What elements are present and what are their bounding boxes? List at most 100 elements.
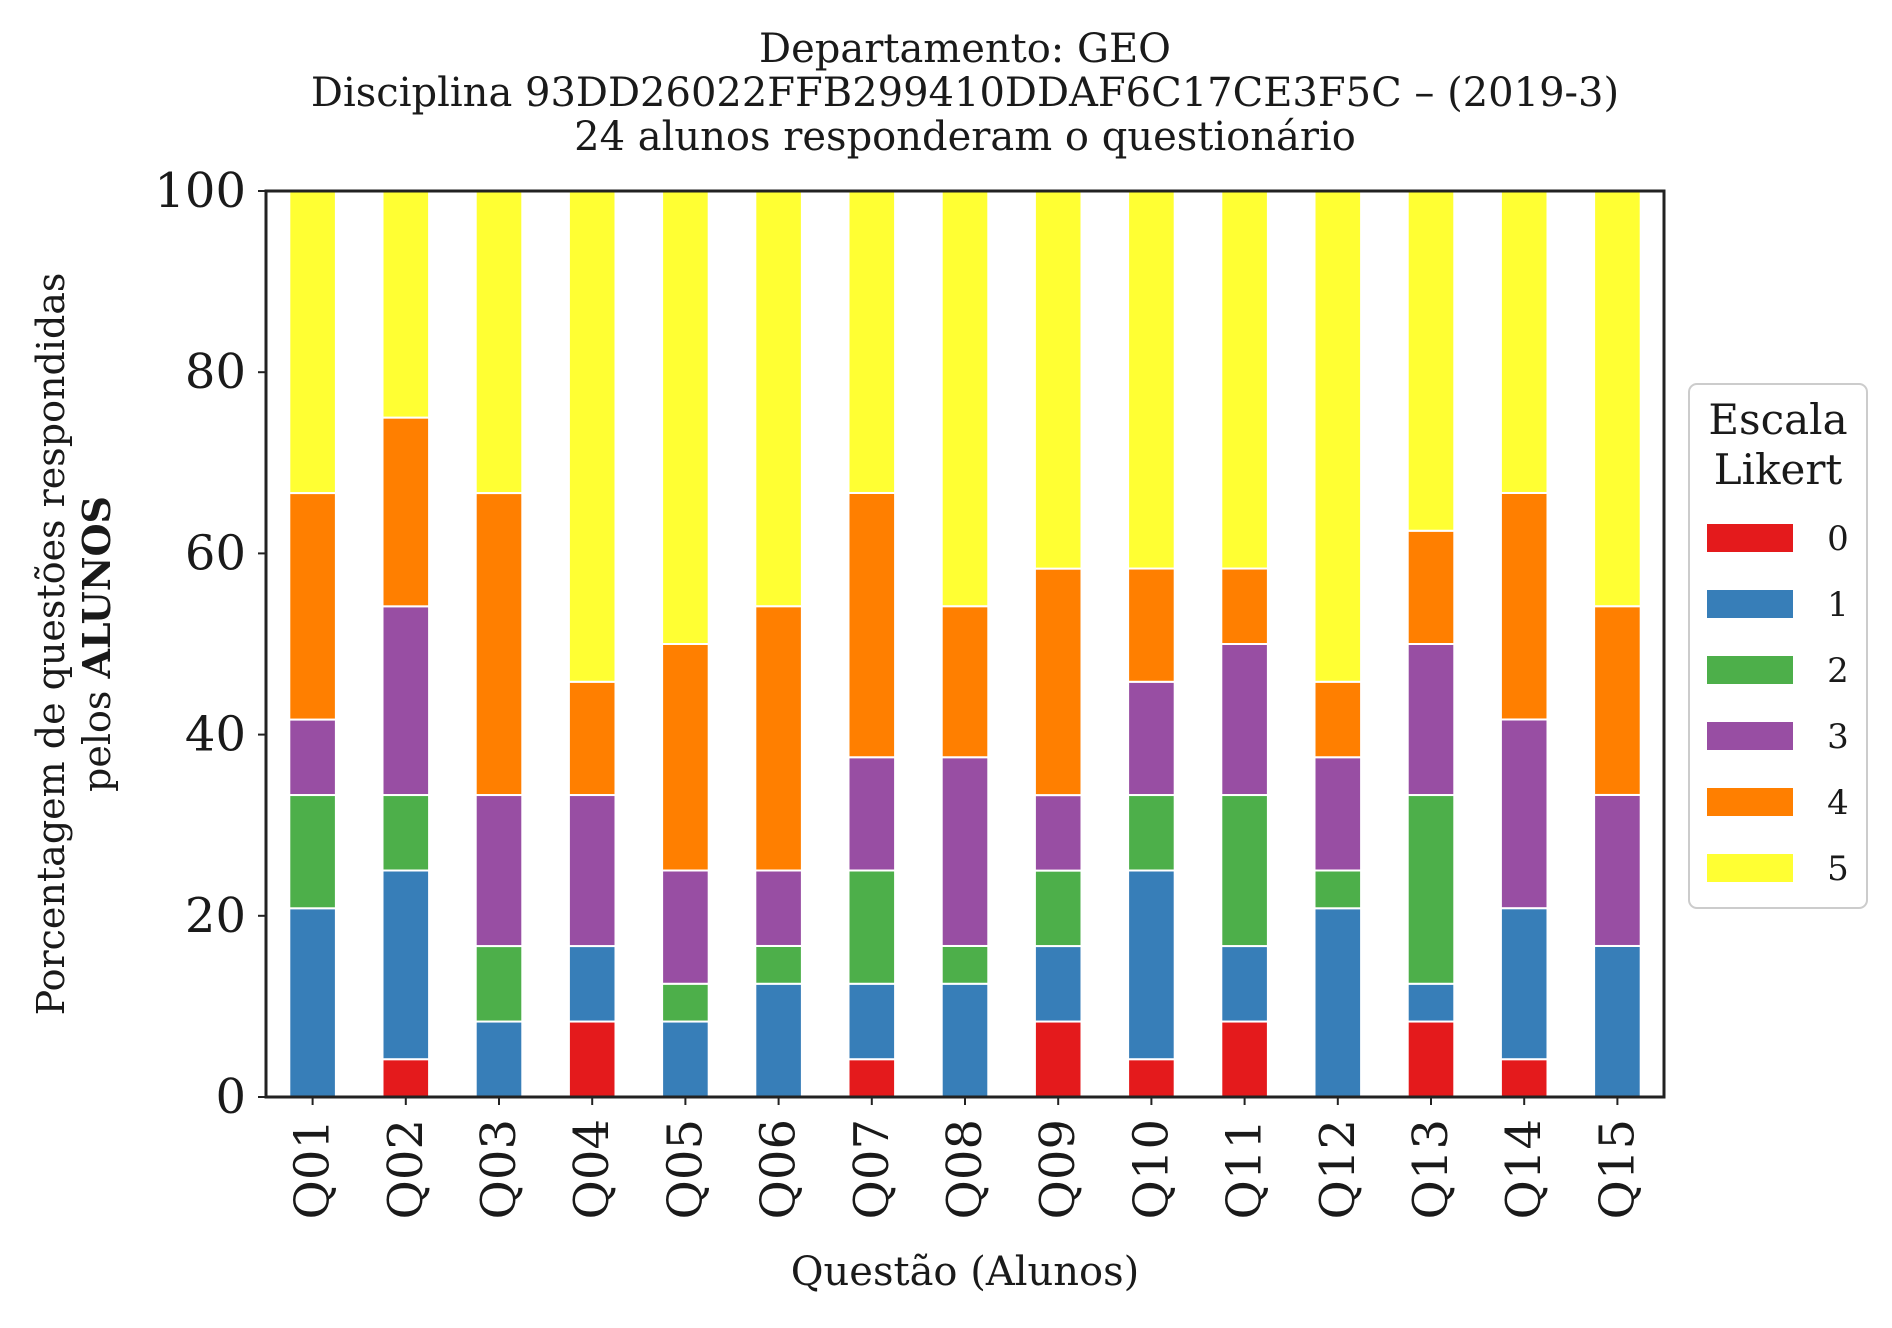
bar-q05-likert-5 [661,190,710,645]
bar-q13-likert-0 [1406,1020,1456,1099]
legend-swatch-1 [1707,590,1793,618]
bar-q04-likert-1 [567,945,617,1023]
bar-q13-likert-2 [1406,794,1456,985]
legend-swatch-3 [1707,722,1793,750]
bar-q01-likert-5 [288,190,337,495]
legend-label-4: 4 [1827,783,1849,823]
bar-q08-likert-5 [940,190,990,608]
bar-q07-likert-2 [847,869,897,985]
bar-q04-likert-3 [567,794,617,948]
bar-q12-likert-5 [1313,190,1363,683]
bar-q14-likert-4 [1499,491,1549,721]
bar-q11-likert-5 [1220,190,1269,570]
legend-label-5: 5 [1827,849,1849,889]
bar-q07-likert-5 [847,190,897,494]
legend-label-1: 1 [1827,585,1849,625]
bar-q02-likert-4 [381,416,431,608]
x-tick-label-q09: Q09 [1030,1119,1086,1219]
bar-q02-likert-0 [381,1058,431,1098]
x-tick-label-q03: Q03 [471,1119,527,1219]
bar-q10-likert-0 [1127,1058,1176,1098]
bar-q11-likert-3 [1220,643,1269,797]
chart-title-line-2: Disciplina 93DD26022FFB299410DDAF6C17CE3… [311,70,1619,116]
x-tick-label-q08: Q08 [937,1119,993,1219]
bar-q07-likert-3 [847,756,897,872]
bar-q10-likert-5 [1127,190,1176,570]
bar-q02-likert-3 [381,605,431,797]
x-tick-label-q04: Q04 [564,1119,620,1219]
legend-label-2: 2 [1827,651,1849,691]
bar-q06-likert-2 [754,944,803,985]
legend-label-0: 0 [1827,519,1849,559]
bar-q12-likert-3 [1313,756,1363,872]
y-tick-label: 20 [185,888,246,944]
x-tick-label-q14: Q14 [1496,1119,1552,1219]
bar-q11-likert-0 [1220,1020,1269,1099]
bar-q10-likert-3 [1127,680,1176,797]
bar-q03-likert-4 [474,492,524,797]
bar-q14-likert-5 [1499,190,1549,494]
x-tick-label-q05: Q05 [657,1119,713,1219]
bars [288,190,1642,1099]
bar-q04-likert-0 [567,1020,617,1099]
legend-frame [1688,383,1868,909]
legend-label-3: 3 [1827,717,1849,757]
bar-q10-likert-2 [1127,794,1176,872]
y-tick-label: 40 [185,707,246,763]
bar-q04-likert-4 [567,680,617,797]
legend-swatch-2 [1707,656,1793,684]
y-tick-label: 100 [154,163,246,219]
x-tick-label-q02: Q02 [378,1119,434,1219]
bar-q05-likert-3 [661,869,710,985]
bar-q13-likert-5 [1406,190,1456,532]
y-tick-label: 60 [185,525,246,581]
bar-q06-likert-3 [754,869,803,947]
bar-q14-likert-0 [1499,1058,1549,1098]
x-tick-label-q01: Q01 [285,1119,341,1219]
legend-title-line-2: Likert [1714,445,1843,494]
bar-q07-likert-0 [847,1058,897,1098]
x-tick-label-q15: Q15 [1589,1119,1645,1219]
bar-q13-likert-1 [1406,982,1456,1023]
bar-q04-likert-5 [567,190,617,683]
chart-title-line-1: Departamento: GEO [759,26,1171,72]
bar-q13-likert-3 [1406,643,1456,797]
bar-q12-likert-4 [1313,680,1363,759]
chart-title-line-3: 24 alunos responderam o questionário [574,114,1356,160]
bar-q07-likert-1 [847,982,897,1061]
bar-q05-likert-2 [661,982,710,1023]
bar-q09-likert-2 [1033,869,1083,948]
bar-q03-likert-3 [474,794,524,948]
bar-q13-likert-4 [1406,529,1456,645]
bar-q11-likert-2 [1220,794,1269,948]
x-tick-label-q11: Q11 [1217,1119,1273,1219]
bar-q03-likert-2 [474,945,524,1023]
y-axis-label-line1: Porcentagem de questões respondidas [29,273,73,1016]
bar-q10-likert-1 [1127,869,1176,1061]
y-tick-label: 80 [185,344,246,400]
y-axis: 0 20 40 60 80 100 [154,163,266,1125]
bar-q12-likert-2 [1313,869,1363,910]
legend-swatch-5 [1707,854,1793,882]
bar-q11-likert-1 [1220,945,1269,1023]
bar-q09-likert-1 [1033,945,1083,1023]
x-tick-label-q07: Q07 [844,1119,900,1219]
legend-swatch-0 [1707,524,1793,552]
bar-q08-likert-4 [940,605,990,759]
bar-q08-likert-2 [940,944,990,985]
bar-q02-likert-1 [381,869,431,1061]
y-axis-label: Porcentagem de questões respondidas pelo… [29,273,119,1016]
bar-q10-likert-4 [1127,567,1176,683]
bar-q09-likert-4 [1033,567,1083,797]
bar-q06-likert-5 [754,190,803,608]
bar-q08-likert-3 [940,756,990,947]
x-tick-label-q06: Q06 [751,1119,807,1219]
bar-q03-likert-1 [474,1020,524,1099]
bar-q01-likert-2 [288,794,337,910]
bar-q09-likert-3 [1033,794,1083,872]
bar-q03-likert-5 [474,190,524,495]
bar-q01-likert-3 [288,718,337,797]
bar-q05-likert-1 [661,1020,710,1099]
bar-q06-likert-1 [754,982,803,1098]
bar-q01-likert-4 [288,492,337,721]
